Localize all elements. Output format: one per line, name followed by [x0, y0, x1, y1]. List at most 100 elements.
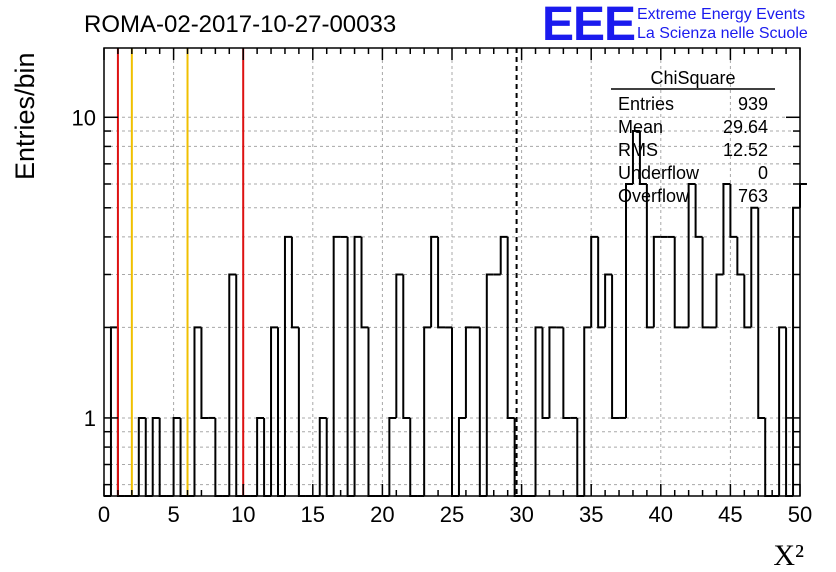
logo-tagline-2: La Scienza nelle Scuole: [637, 25, 808, 42]
reference-lines: [116, 48, 518, 496]
histogram-bin: [652, 235, 661, 328]
histogram-bin: [235, 274, 244, 497]
histogram-bin: [499, 235, 508, 275]
histogram-bin: [457, 416, 466, 496]
histogram-bin: [687, 182, 696, 328]
stats-label-overflow: Overflow: [618, 186, 690, 206]
stats-box: ChiSquare Entries 939 Mean 29.64 RMS 12.…: [611, 68, 775, 206]
x-tick-label: 20: [370, 502, 394, 527]
histogram-bin: [283, 235, 292, 496]
stats-label-rms: RMS: [618, 140, 658, 160]
histogram-bin: [360, 236, 369, 329]
x-tick-label: 35: [579, 502, 603, 527]
histogram-bin: [548, 326, 557, 418]
histogram-bin: [701, 236, 710, 329]
histogram-bin: [562, 327, 571, 419]
histogram-bin: [116, 327, 125, 497]
x-tick-label: 25: [440, 502, 464, 527]
histogram-bin: [590, 235, 599, 328]
axes: [103, 47, 801, 497]
stats-box-title: ChiSquare: [650, 68, 735, 88]
y-axis-label: Entries/bin: [10, 52, 40, 180]
histogram-bin: [694, 183, 703, 238]
histogram-bin: [228, 273, 237, 496]
x-tick-label: 15: [301, 502, 325, 527]
histogram-bin: [485, 273, 494, 496]
histogram-bin: [729, 183, 738, 238]
histogram-bin: [785, 327, 794, 497]
histogram-bin: [151, 416, 160, 496]
stats-value-mean: 29.64: [723, 117, 768, 137]
x-tick-label: 50: [788, 502, 812, 527]
histogram-bin: [256, 416, 265, 496]
histogram-bin: [193, 326, 202, 496]
histogram-bin: [395, 273, 404, 418]
tick-labels: 0 5 10 15 20 25 30 35 40 45 50 1 10: [72, 105, 813, 527]
y-tick-label: 10: [72, 105, 96, 130]
histogram-bin: [290, 236, 299, 329]
eee-logo: EEE Extreme Energy Events La Scienza nel…: [542, 0, 808, 51]
x-tick-label: 45: [718, 502, 742, 527]
histogram-bin: [722, 182, 731, 275]
stats-value-overflow: 763: [738, 186, 768, 206]
histogram-bin: [478, 327, 487, 497]
histogram-bin: [715, 273, 724, 328]
histogram-bin: [346, 236, 355, 497]
histogram-bin: [625, 182, 633, 418]
histogram-bin: [597, 236, 606, 329]
y-tick-label: 1: [84, 406, 96, 431]
stats-value-underflow: 0: [758, 163, 768, 183]
histogram-bin: [172, 416, 181, 496]
histogram-bin: [367, 327, 376, 497]
histogram-bin: [792, 206, 800, 496]
histogram-bin: [604, 273, 613, 328]
histogram-bin: [534, 326, 543, 496]
histogram-bin: [332, 235, 341, 496]
histogram-bin: [423, 326, 432, 496]
histogram-bin: [638, 131, 647, 185]
histogram-bin: [137, 416, 146, 496]
histogram-bin: [736, 236, 745, 276]
histogram-bin: [583, 326, 592, 496]
histogram-bin: [388, 416, 397, 496]
stats-label-mean: Mean: [618, 117, 663, 137]
histogram-bin: [464, 326, 473, 418]
x-tick-label: 30: [509, 502, 533, 527]
x-tick-label: 40: [649, 502, 673, 527]
histogram-bin: [200, 327, 209, 419]
x-tick-label: 0: [98, 502, 110, 527]
histogram-bars: [104, 130, 807, 497]
histogram-bin: [109, 326, 118, 496]
x-tick-label: 10: [231, 502, 255, 527]
eee-logo-mark: EEE: [542, 0, 635, 51]
stats-label-entries: Entries: [618, 94, 674, 114]
histogram-bin: [353, 235, 362, 496]
histogram-bin: [799, 182, 807, 208]
histogram-bin: [645, 183, 654, 329]
x-tick-label: 5: [167, 502, 179, 527]
histogram-bin: [541, 327, 550, 419]
histogram-bin: [743, 274, 752, 329]
histogram-bin: [437, 236, 446, 329]
histogram-bin: [402, 274, 411, 419]
histogram-bin: [270, 326, 278, 496]
chart-title: ROMA-02-2017-10-27-00033: [84, 11, 396, 38]
histogram-bin: [673, 236, 682, 329]
histogram-bin: [430, 235, 439, 328]
histogram-bin: [297, 327, 306, 497]
histogram-bin: [611, 274, 620, 419]
histogram-bin: [277, 327, 285, 497]
stats-label-underflow: Underflow: [618, 163, 700, 183]
histogram-bin: [750, 206, 759, 328]
histogram-bin: [778, 326, 787, 496]
histogram-bin: [451, 327, 459, 497]
histogram-bin: [757, 207, 766, 419]
x-axis-label: X²: [773, 539, 804, 572]
histogram-bin: [506, 236, 515, 419]
histogram-bin: [318, 416, 327, 496]
histogram-bin: [631, 130, 640, 184]
stats-value-rms: 12.52: [723, 140, 768, 160]
logo-tagline-1: Extreme Energy Events: [637, 6, 805, 23]
stats-value-entries: 939: [738, 94, 768, 114]
